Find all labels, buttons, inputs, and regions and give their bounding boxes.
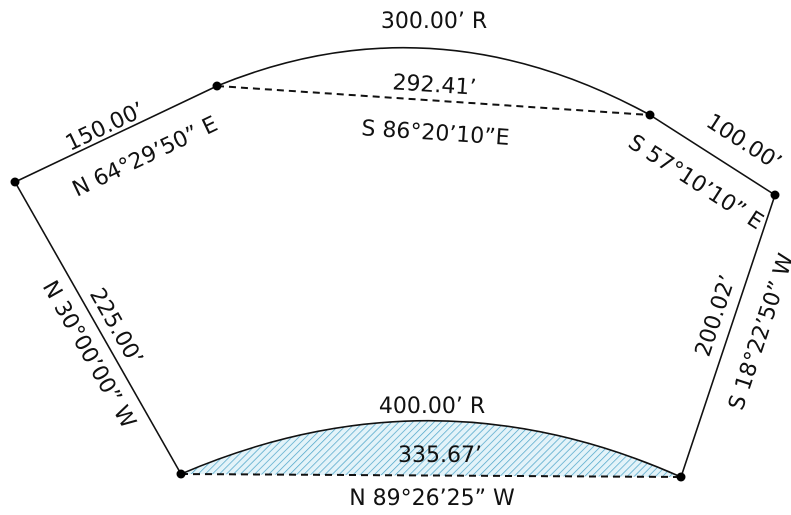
right-top-boundary-line: [649, 114, 776, 196]
corner-point-southwest: [176, 469, 186, 479]
right-side-boundary-line: [680, 194, 776, 478]
bottom-chord-length-label: 335.67’: [398, 443, 482, 468]
bottom-arc-hatched-area: [181, 420, 681, 477]
corner-point-east: [770, 190, 780, 200]
right-side-bearing-label: S 18°22’50” W: [724, 250, 791, 413]
top-arc-radius-label: 300.00’ R: [381, 9, 487, 34]
right-side-length-label: 200.02’: [691, 272, 741, 360]
top-arc: [216, 47, 651, 116]
top-chord-dashed-line: [216, 85, 651, 116]
corner-point-northwest: [212, 81, 222, 91]
right-top-length-label: 100.00’: [701, 109, 785, 176]
corner-point-northeast: [645, 110, 655, 120]
bottom-arc-radius-label: 400.00’ R: [379, 394, 485, 419]
bottom-arc: [180, 419, 682, 478]
bottom-chord-bearing-label: N 89°26’25” W: [349, 486, 515, 511]
top-chord-bearing-label: S 86°20’10”E: [361, 116, 511, 151]
top-chord-length-label: 292.41’: [392, 70, 477, 101]
left-side-boundary-line: [14, 181, 182, 475]
corner-point-southeast: [676, 472, 686, 482]
left-top-boundary-line: [14, 85, 218, 183]
corner-point-west: [10, 177, 20, 187]
